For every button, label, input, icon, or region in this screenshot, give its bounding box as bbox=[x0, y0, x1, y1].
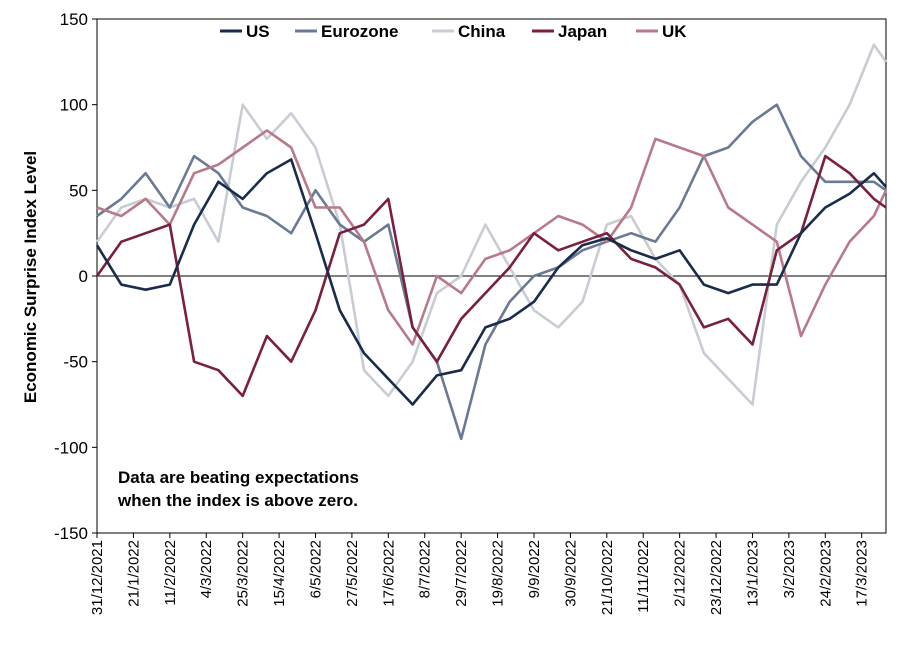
x-tick-label: 21/1/2022 bbox=[125, 540, 142, 607]
legend-label-us: US bbox=[246, 22, 270, 41]
series-lines bbox=[95, 43, 888, 441]
x-tick-label: 2/12/2022 bbox=[672, 540, 689, 607]
x-tick-label: 4/3/2022 bbox=[198, 540, 215, 598]
x-tick-label: 8/7/2022 bbox=[417, 540, 434, 598]
y-axis-label: Economic Surprise Index Level bbox=[21, 151, 40, 403]
x-tick-label: 6/5/2022 bbox=[307, 540, 324, 598]
x-tick-label: 3/2/2023 bbox=[781, 540, 798, 598]
x-axis: 31/12/2021 21/1/2022 11/2/2022 4/3/2022 25/3… bbox=[89, 533, 871, 615]
annotation-line-2: when the index is above zero. bbox=[117, 491, 358, 510]
y-tick-label: 50 bbox=[69, 181, 88, 200]
y-tick-label: 150 bbox=[60, 10, 88, 29]
x-tick-label: 27/5/2022 bbox=[344, 540, 361, 607]
series-line-uk bbox=[96, 129, 888, 346]
legend-label-china: China bbox=[458, 22, 506, 41]
x-tick-label: 17/3/2023 bbox=[854, 540, 871, 607]
series-line-eurozone bbox=[96, 103, 887, 441]
series-line-china bbox=[95, 43, 888, 406]
legend-label-eurozone: Eurozone bbox=[321, 22, 398, 41]
x-tick-label: 31/12/2021 bbox=[89, 540, 106, 615]
legend-label-uk: UK bbox=[662, 22, 687, 41]
x-tick-label: 19/8/2022 bbox=[490, 540, 507, 607]
x-tick-label: 11/11/2022 bbox=[635, 540, 652, 613]
x-tick-label: 15/4/2022 bbox=[271, 540, 288, 607]
x-tick-label: 29/7/2022 bbox=[453, 540, 470, 607]
x-tick-label: 9/9/2022 bbox=[526, 540, 543, 598]
annotation-line-1: Data are beating expectations bbox=[118, 468, 359, 487]
y-tick-label: -150 bbox=[54, 524, 88, 543]
x-tick-label: 11/2/2022 bbox=[162, 540, 179, 606]
y-tick-label: 100 bbox=[60, 96, 88, 115]
x-tick-label: 30/9/2022 bbox=[562, 540, 579, 607]
plot-area bbox=[96, 18, 887, 534]
x-tick-label: 13/1/2023 bbox=[744, 540, 761, 607]
y-axis: 150 100 50 0 -50 -100 -150 bbox=[54, 10, 97, 543]
legend: US Eurozone China Japan UK bbox=[220, 22, 687, 41]
x-tick-label: 17/6/2022 bbox=[380, 540, 397, 607]
annotation: Data are beating expectations when the i… bbox=[117, 468, 359, 510]
series-line-japan bbox=[95, 154, 887, 398]
y-tick-label: -50 bbox=[63, 353, 88, 372]
x-tick-label: 24/2/2023 bbox=[817, 540, 834, 607]
legend-label-japan: Japan bbox=[558, 22, 607, 41]
x-tick-label: 21/10/2022 bbox=[599, 540, 616, 615]
series-line-us bbox=[95, 158, 887, 406]
x-tick-label: 25/3/2022 bbox=[235, 540, 252, 607]
y-tick-label: -100 bbox=[54, 438, 88, 457]
x-tick-label: 23/12/2022 bbox=[708, 540, 725, 615]
y-tick-label: 0 bbox=[79, 267, 88, 286]
